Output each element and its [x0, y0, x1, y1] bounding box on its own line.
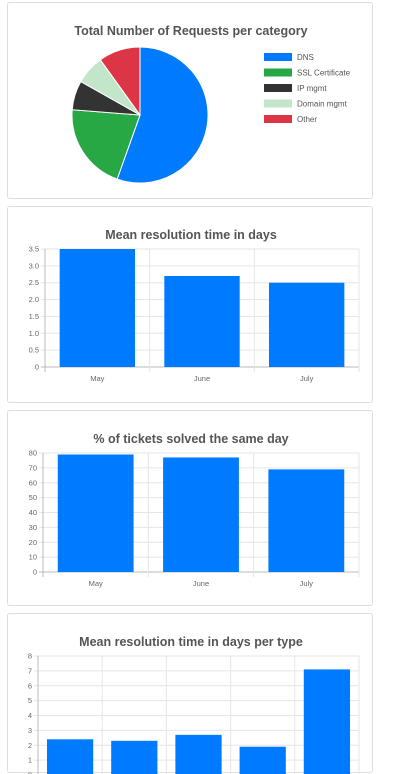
legend-label: IP mgmt	[297, 84, 327, 93]
chart-title: % of tickets solved the same day	[93, 432, 288, 446]
bar	[60, 249, 135, 367]
y-tick-label: 8	[28, 652, 32, 661]
bar	[269, 283, 344, 367]
y-tick-label: 3.5	[29, 245, 39, 254]
x-tick-label: May	[90, 374, 104, 383]
bar	[163, 457, 239, 572]
y-tick-label: 1.0	[29, 329, 39, 338]
y-tick-label: 70	[29, 463, 37, 472]
bar	[111, 741, 157, 774]
y-tick-label: 2.0	[29, 295, 39, 304]
chart-title: Total Number of Requests per category	[74, 24, 307, 38]
bar	[268, 469, 344, 572]
y-tick-label: 0	[28, 771, 32, 774]
mean-resolution-bar-chart: Mean resolution time in days 0 0.5 1.0 1.5 2…	[8, 207, 374, 404]
y-tick-label: 4	[28, 711, 32, 720]
legend-swatch	[264, 100, 292, 108]
y-tick-label: 0	[35, 363, 39, 372]
y-tick-label: 1.5	[29, 312, 39, 321]
legend-swatch	[264, 53, 292, 61]
y-tick-label: 50	[29, 493, 37, 502]
resolution-per-type-card: Mean resolution time in days per type 0 1…	[7, 613, 373, 773]
requests-per-category-card: Total Number of Requests per category DN…	[7, 2, 373, 199]
x-tick-label: June	[194, 374, 210, 383]
y-tick-label: 10	[29, 553, 37, 562]
y-tick-label: 2	[28, 741, 32, 750]
bar	[240, 747, 286, 774]
legend-label: Other	[297, 115, 317, 124]
bar	[58, 454, 134, 572]
legend-label: SSL Certificate	[297, 69, 351, 78]
y-tick-label: 0.5	[29, 346, 39, 355]
x-tick-label: July	[300, 374, 314, 383]
chart-title: Mean resolution time in days	[105, 228, 277, 242]
y-tick-label: 7	[28, 666, 32, 675]
y-tick-label: 5	[28, 696, 32, 705]
legend-label: DNS	[297, 53, 314, 62]
y-tick-label: 3.0	[29, 261, 39, 270]
bar	[47, 739, 93, 774]
y-tick-label: 80	[29, 449, 37, 458]
x-tick-label: July	[300, 579, 314, 588]
y-tick-label: 6	[28, 681, 32, 690]
y-tick-label: 60	[29, 478, 37, 487]
bar	[175, 735, 221, 774]
requests-pie-chart: Total Number of Requests per category DN…	[8, 3, 374, 200]
bar	[164, 276, 239, 367]
y-tick-label: 40	[29, 508, 37, 517]
same-day-bar-chart: % of tickets solved the same day 0 10 20 30…	[8, 411, 374, 607]
mean-resolution-time-card: Mean resolution time in days 0 0.5 1.0 1.5 2…	[7, 206, 373, 403]
y-tick-label: 30	[29, 523, 37, 532]
legend-label: Domain mgmt	[297, 100, 348, 109]
chart-title: Mean resolution time in days per type	[79, 635, 303, 649]
y-tick-label: 20	[29, 538, 37, 547]
same-day-solved-card: % of tickets solved the same day 0 10 20 30…	[7, 410, 373, 606]
legend-swatch	[264, 115, 292, 123]
y-tick-label: 2.5	[29, 278, 39, 287]
y-tick-label: 0	[33, 568, 37, 577]
bar	[304, 669, 350, 774]
x-tick-label: May	[89, 579, 103, 588]
legend-swatch	[264, 69, 292, 77]
y-tick-label: 1	[28, 756, 32, 765]
x-tick-label: June	[193, 579, 209, 588]
resolution-per-type-bar-chart: Mean resolution time in days per type 0 1…	[8, 614, 374, 774]
legend-swatch	[264, 84, 292, 92]
y-tick-label: 3	[28, 726, 32, 735]
